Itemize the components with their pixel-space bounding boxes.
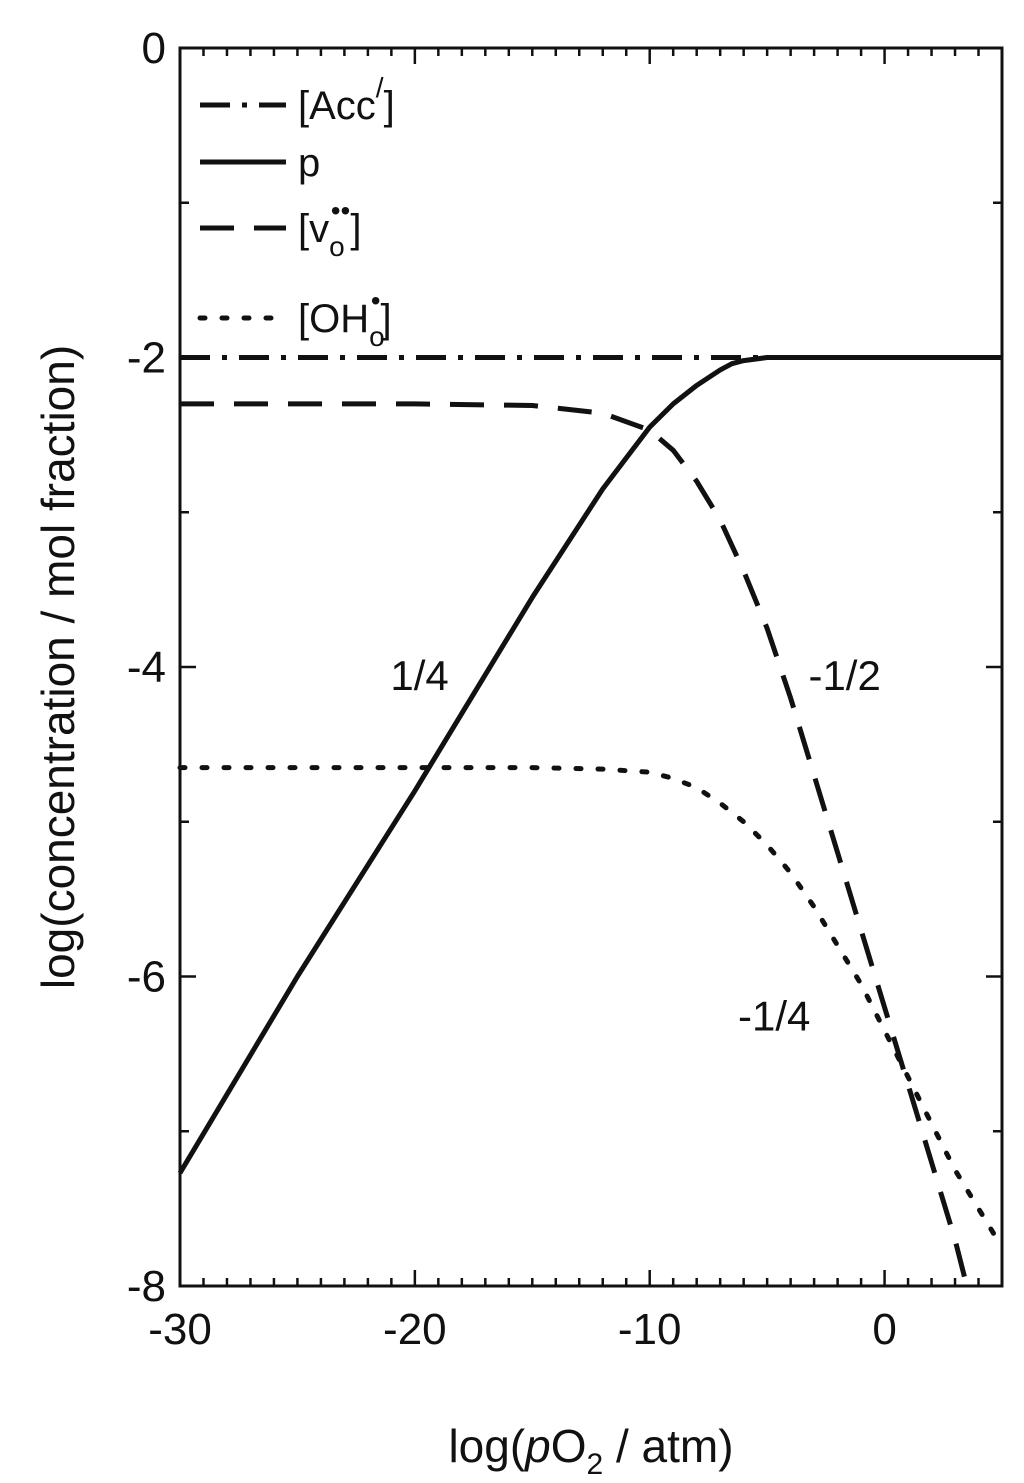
- x-tick-label: -30: [148, 1305, 212, 1354]
- annotations: 1/4 -1/2 -1/4: [390, 652, 880, 1039]
- series-p-line: [177, 355, 1002, 1175]
- tick-labels: -30 -20 -10 0 0 -2 -4 -6 -8: [127, 24, 897, 1354]
- x-axis-title: log(pO2 / atm): [448, 1420, 733, 1481]
- series-vo-line: [180, 401, 970, 1287]
- y-tick-label: 0: [142, 24, 166, 73]
- x-tick-label: -20: [383, 1305, 447, 1354]
- x-tick-label: 0: [872, 1305, 896, 1354]
- slope-annotation: 1/4: [390, 652, 448, 699]
- legend: [Acc/] p [vo••] [OHo•]: [197, 72, 395, 352]
- y-tick-label: -4: [127, 643, 166, 692]
- y-tick-label: -6: [127, 953, 166, 1002]
- slope-annotation: -1/4: [738, 993, 810, 1040]
- y-tick-label: -2: [127, 334, 166, 383]
- axis-ticks: [178, 46, 1004, 1288]
- x-tick-label: -10: [618, 1305, 682, 1354]
- legend-label-acc: [Acc/]: [298, 72, 395, 128]
- legend-label-oh: [OHo•]: [298, 285, 392, 352]
- y-axis-title: log(concentration / mol fraction): [32, 345, 84, 989]
- slope-annotation: -1/2: [808, 652, 880, 699]
- y-tick-label: -8: [127, 1262, 166, 1311]
- legend-label-p: p: [298, 141, 320, 185]
- series-oh-line: [177, 765, 1005, 1250]
- legend-label-vo: [vo••]: [298, 195, 361, 262]
- series-layer: [177, 355, 1005, 1287]
